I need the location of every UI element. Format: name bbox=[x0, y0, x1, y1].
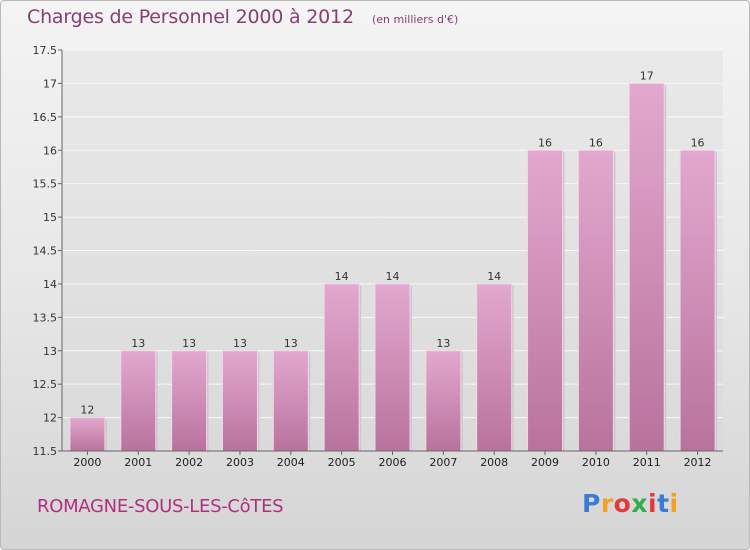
data-label-2012: 16 bbox=[691, 136, 705, 149]
bar-2008 bbox=[476, 283, 513, 452]
x-tick-label-2004: 2004 bbox=[277, 456, 305, 469]
data-label-2008: 14 bbox=[487, 270, 501, 283]
logo-letter: i bbox=[648, 489, 658, 518]
y-tick-label: 12 bbox=[43, 412, 57, 425]
bar-2002 bbox=[171, 350, 208, 452]
bar-2004 bbox=[272, 350, 309, 452]
axes: 11.5 12 12.5 13 13.5 14 14.5 15 15.5 16 16.5 17 17.5… bbox=[33, 44, 723, 469]
bars: 12 13 13 13 13 14 14 13 14 16 16 17 16 bbox=[69, 69, 718, 452]
logo-letter: x bbox=[631, 489, 648, 518]
bar-2010 bbox=[577, 149, 614, 452]
data-label-2005: 14 bbox=[335, 270, 349, 283]
y-tick-label: 12.5 bbox=[33, 378, 58, 391]
x-tick-label-2007: 2007 bbox=[429, 456, 457, 469]
x-tick-label-2002: 2002 bbox=[175, 456, 203, 469]
y-tick-label: 14.5 bbox=[33, 245, 58, 258]
bar-2005 bbox=[323, 283, 360, 452]
bar-2000 bbox=[69, 417, 106, 452]
logo-letter: t bbox=[657, 489, 670, 518]
x-tick-label-2008: 2008 bbox=[480, 456, 508, 469]
data-label-2007: 13 bbox=[436, 337, 450, 350]
data-label-2000: 12 bbox=[80, 404, 94, 417]
proxiti-logo: Proxiti bbox=[582, 489, 679, 518]
data-label-2010: 16 bbox=[589, 136, 603, 149]
x-tick-label-2010: 2010 bbox=[582, 456, 610, 469]
x-tick-label-2000: 2000 bbox=[73, 456, 101, 469]
y-tick-label: 16.5 bbox=[33, 111, 58, 124]
bar-2007 bbox=[425, 350, 462, 452]
y-tick-label: 13.5 bbox=[33, 311, 58, 324]
x-tick-label-2009: 2009 bbox=[531, 456, 559, 469]
y-tick-label: 15.5 bbox=[33, 178, 58, 191]
bar-2012 bbox=[679, 149, 716, 452]
bar-2003 bbox=[221, 350, 258, 452]
x-tick-label-2001: 2001 bbox=[124, 456, 152, 469]
data-label-2001: 13 bbox=[131, 337, 145, 350]
logo-letter: o bbox=[613, 489, 632, 518]
unit-note: (en milliers d'€) bbox=[372, 13, 459, 26]
data-label-2002: 13 bbox=[182, 337, 196, 350]
commune-name: ROMAGNE-SOUS-LES-CôTES bbox=[37, 496, 284, 517]
x-tick-label-2006: 2006 bbox=[379, 456, 407, 469]
logo-letter: P bbox=[582, 489, 601, 518]
chart-title: Charges de Personnel 2000 à 2012 bbox=[27, 6, 354, 28]
bar-2006 bbox=[374, 283, 411, 452]
bar-2011 bbox=[628, 82, 665, 452]
logo-letter: r bbox=[600, 489, 614, 518]
logo-letter: i bbox=[669, 489, 679, 518]
y-tick-label: 13 bbox=[43, 345, 57, 358]
data-label-2004: 13 bbox=[284, 337, 298, 350]
y-tick-label: 14 bbox=[43, 278, 57, 291]
y-tick-label: 17.5 bbox=[33, 44, 58, 57]
data-label-2011: 17 bbox=[640, 69, 654, 82]
y-tick-label: 11.5 bbox=[33, 445, 58, 458]
bar-2001 bbox=[120, 350, 157, 452]
y-tick-label: 16 bbox=[43, 144, 57, 157]
x-tick-label-2003: 2003 bbox=[226, 456, 254, 469]
y-tick-label: 17 bbox=[43, 77, 57, 90]
data-label-2006: 14 bbox=[386, 270, 400, 283]
bar-2009 bbox=[527, 149, 564, 452]
x-tick-label-2011: 2011 bbox=[633, 456, 661, 469]
x-tick-label-2012: 2012 bbox=[684, 456, 712, 469]
y-tick-label: 15 bbox=[43, 211, 57, 224]
data-label-2009: 16 bbox=[538, 136, 552, 149]
data-label-2003: 13 bbox=[233, 337, 247, 350]
x-tick-label-2005: 2005 bbox=[328, 456, 356, 469]
